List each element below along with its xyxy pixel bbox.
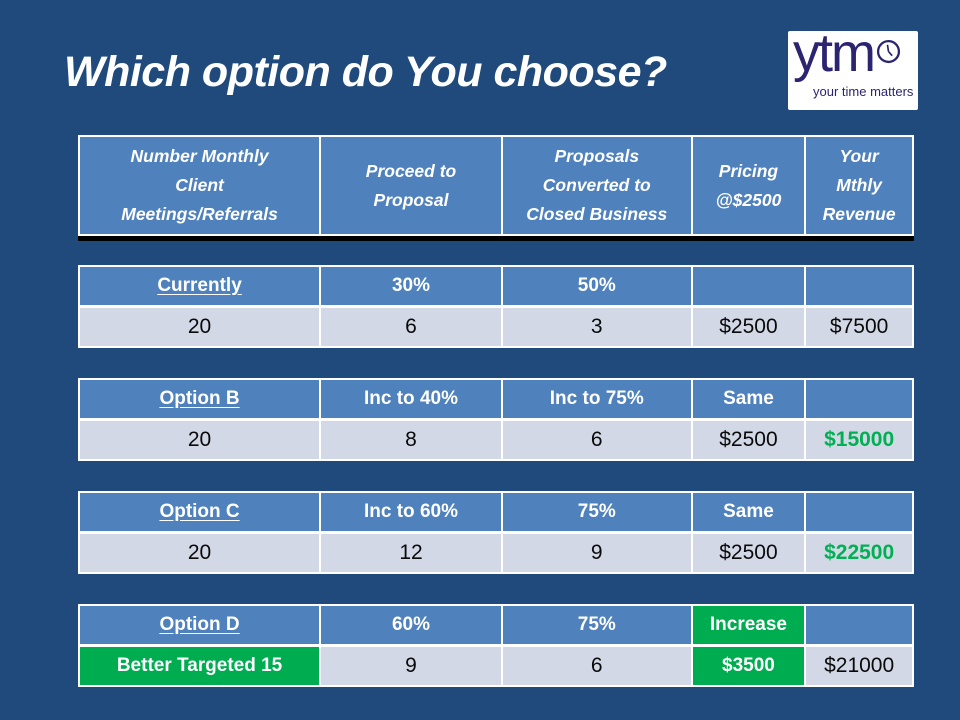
table-row: 20 6 3 $2500 $7500 — [80, 308, 912, 346]
table-row: Option D 60% 75% Increase — [80, 606, 912, 644]
header-cell-meetings: Number Monthly Client Meetings/Referrals — [80, 137, 320, 234]
header-cell — [806, 267, 912, 305]
header-cell-increase-highlight: Increase — [692, 606, 805, 644]
row-label: Option D — [80, 606, 320, 644]
header-cell: 30% — [321, 267, 501, 305]
table-row: 20 12 9 $2500 $22500 — [80, 534, 912, 572]
header-cell-proceed: Proceed to Proposal — [321, 137, 501, 234]
ytm-logo-text: ytm — [793, 31, 876, 83]
data-cell: $2500 — [692, 421, 805, 459]
data-cell: 9 — [502, 534, 691, 572]
table-currently: Currently 30% 50% 20 6 3 $2500 $7500 — [78, 265, 914, 348]
header-cell: 50% — [502, 267, 691, 305]
data-cell: 9 — [321, 647, 501, 685]
data-cell: 6 — [502, 421, 691, 459]
data-cell: $7500 — [806, 308, 912, 346]
header-cell: Inc to 75% — [502, 380, 691, 418]
data-cell: $2500 — [692, 534, 805, 572]
row-label: Currently — [80, 267, 320, 305]
data-cell: 20 — [80, 308, 320, 346]
header-cell — [692, 267, 805, 305]
ytm-logo: ytm your time matters — [788, 31, 918, 110]
data-cell-targeted-highlight: Better Targeted 15 — [80, 647, 320, 685]
header-table-row: Number Monthly Client Meetings/Referrals… — [80, 137, 912, 234]
table-row: Better Targeted 15 9 6 $3500 $21000 — [80, 647, 912, 685]
data-cell: 12 — [321, 534, 501, 572]
data-cell: 6 — [502, 647, 691, 685]
slide-title: Which option do You choose? — [64, 48, 667, 96]
header-cell — [806, 606, 912, 644]
header-cell: Same — [692, 380, 805, 418]
header-cell — [806, 493, 912, 531]
header-cell: Inc to 40% — [321, 380, 501, 418]
data-cell: 3 — [502, 308, 691, 346]
data-cell: 20 — [80, 534, 320, 572]
header-cell: Inc to 60% — [321, 493, 501, 531]
data-cell: 8 — [321, 421, 501, 459]
header-table: Number Monthly Client Meetings/Referrals… — [78, 135, 914, 241]
header-cell-pricing: Pricing @$2500 — [692, 137, 805, 234]
table-option-c: Option C Inc to 60% 75% Same 20 12 9 $25… — [78, 491, 914, 574]
clock-icon — [876, 39, 901, 64]
data-cell-revenue-highlight: $15000 — [806, 421, 912, 459]
data-cell: 6 — [321, 308, 501, 346]
table-row: Option B Inc to 40% Inc to 75% Same — [80, 380, 912, 418]
row-label: Option C — [80, 493, 320, 531]
table-row: 20 8 6 $2500 $15000 — [80, 421, 912, 459]
ytm-logo-tagline: your time matters — [813, 84, 914, 99]
table-option-d: Option D 60% 75% Increase Better Targete… — [78, 604, 914, 687]
header-cell: Same — [692, 493, 805, 531]
data-cell-revenue-highlight: $22500 — [806, 534, 912, 572]
row-label: Option B — [80, 380, 320, 418]
table-row: Option C Inc to 60% 75% Same — [80, 493, 912, 531]
data-cell: 20 — [80, 421, 320, 459]
header-cell: 75% — [502, 606, 691, 644]
header-cell: 75% — [502, 493, 691, 531]
data-cell: $21000 — [806, 647, 912, 685]
header-cell-converted: Proposals Converted to Closed Business — [502, 137, 691, 234]
table-option-b: Option B Inc to 40% Inc to 75% Same 20 8… — [78, 378, 914, 461]
data-cell: $2500 — [692, 308, 805, 346]
header-cell-revenue: Your Mthly Revenue — [806, 137, 912, 234]
data-cell-pricing-highlight: $3500 — [692, 647, 805, 685]
header-cell: 60% — [321, 606, 501, 644]
header-cell — [806, 380, 912, 418]
table-row: Currently 30% 50% — [80, 267, 912, 305]
